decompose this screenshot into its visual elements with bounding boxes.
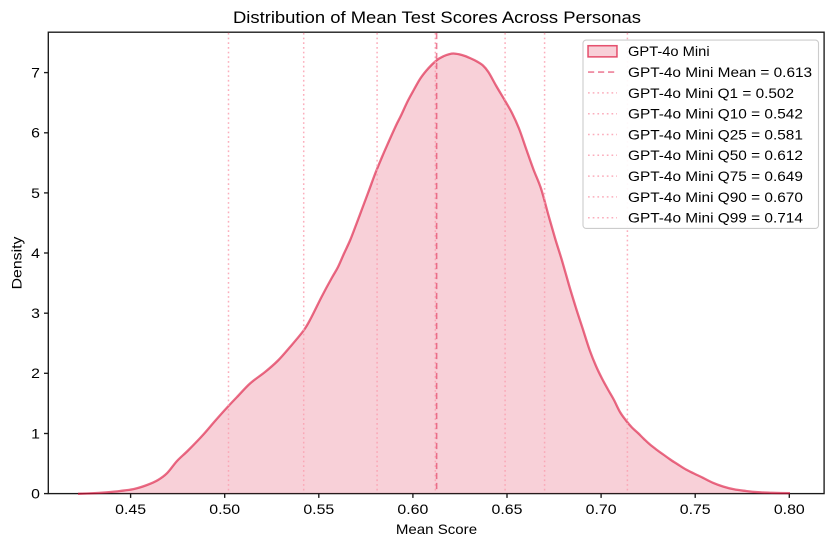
svg-text:7: 7 <box>31 65 40 81</box>
svg-text:0.80: 0.80 <box>774 501 805 517</box>
svg-text:0.45: 0.45 <box>115 501 146 517</box>
svg-text:0.55: 0.55 <box>303 501 334 517</box>
svg-text:5: 5 <box>31 185 40 201</box>
svg-text:0.65: 0.65 <box>492 501 523 517</box>
svg-text:0.75: 0.75 <box>680 501 711 517</box>
svg-text:1: 1 <box>31 425 40 441</box>
svg-text:0.70: 0.70 <box>586 501 617 517</box>
svg-text:GPT-4o Mini Q25 = 0.581: GPT-4o Mini Q25 = 0.581 <box>628 126 803 142</box>
svg-text:3: 3 <box>31 305 40 321</box>
svg-text:Mean Score: Mean Score <box>396 521 477 537</box>
svg-text:GPT-4o Mini Mean = 0.613: GPT-4o Mini Mean = 0.613 <box>628 64 812 80</box>
svg-text:GPT-4o Mini Q1 = 0.502: GPT-4o Mini Q1 = 0.502 <box>628 85 794 101</box>
svg-text:Density: Density <box>9 237 25 290</box>
svg-text:Distribution of Mean Test Scor: Distribution of Mean Test Scores Across … <box>233 8 641 27</box>
svg-text:GPT-4o Mini Q10 = 0.542: GPT-4o Mini Q10 = 0.542 <box>628 106 803 122</box>
svg-text:0.50: 0.50 <box>209 501 240 517</box>
svg-text:GPT-4o Mini Q50 = 0.612: GPT-4o Mini Q50 = 0.612 <box>628 147 803 163</box>
svg-text:0: 0 <box>31 486 40 502</box>
svg-text:GPT-4o Mini Q90 = 0.670: GPT-4o Mini Q90 = 0.670 <box>628 189 803 205</box>
svg-text:GPT-4o Mini Q75 = 0.649: GPT-4o Mini Q75 = 0.649 <box>628 168 803 184</box>
svg-text:4: 4 <box>31 245 40 261</box>
svg-text:2: 2 <box>31 365 40 381</box>
svg-text:6: 6 <box>31 125 40 141</box>
svg-text:0.60: 0.60 <box>397 501 428 517</box>
svg-text:GPT-4o Mini: GPT-4o Mini <box>628 43 710 59</box>
svg-text:GPT-4o Mini Q99 = 0.714: GPT-4o Mini Q99 = 0.714 <box>628 210 803 226</box>
